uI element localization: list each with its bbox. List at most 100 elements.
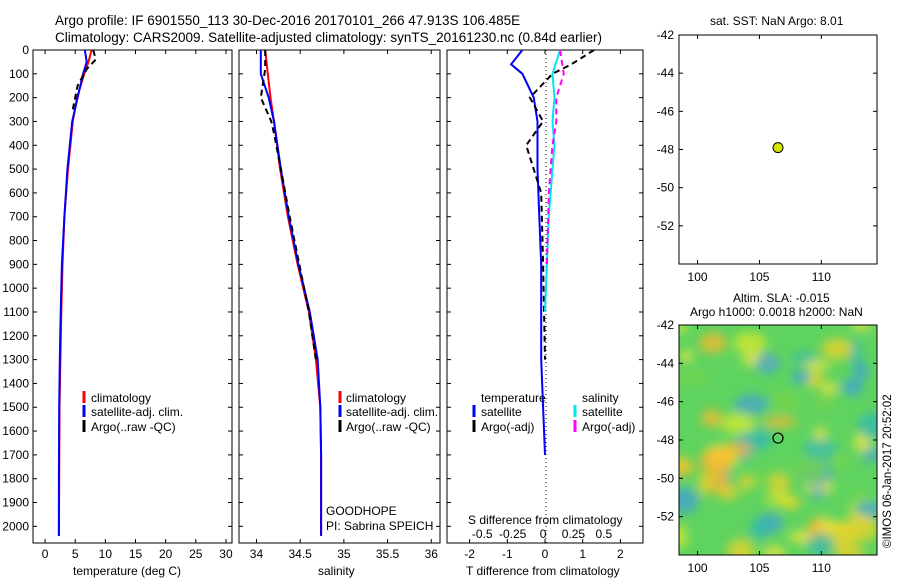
y-tick-label: 1300: [2, 353, 29, 367]
sla-title-line1: Altim. SLA: -0.015: [733, 291, 830, 305]
float-position-marker: [772, 142, 784, 154]
y-tick-label: 2000: [2, 519, 29, 533]
sla-heatmap: [679, 325, 877, 555]
map-y-tick-label: -48: [657, 143, 675, 157]
top-x-tick-label: 0: [540, 527, 547, 541]
map-y-tick-label: -52: [657, 219, 675, 233]
sla-blob: [850, 339, 863, 366]
difference-top-xlabel: S difference from climatology: [468, 513, 623, 527]
x-tick-label: 36: [425, 547, 439, 561]
legend-label-climatology: climatology: [346, 391, 406, 405]
y-tick-label: 900: [9, 257, 29, 271]
y-tick-label: 200: [9, 91, 29, 105]
temperature-panel: 0100200300400500600700800900100011001200…: [2, 43, 233, 578]
project-note: GOODHOPE: [326, 504, 397, 518]
sla-blob: [727, 538, 755, 555]
x-tick-label: 20: [159, 547, 173, 561]
sla-blob: [679, 525, 688, 549]
top-x-tick-label: 0.5: [595, 527, 612, 541]
y-tick-label: 1900: [2, 496, 29, 510]
y-tick-label: 600: [9, 186, 29, 200]
sla-blob: [701, 409, 723, 428]
sla-blob: [679, 371, 709, 385]
salinity-axes-frame: [238, 49, 441, 544]
map-x-tick-label: 110: [812, 270, 831, 284]
x-tick-label: -1: [502, 547, 513, 561]
sla-blob: [810, 488, 826, 500]
map-y-tick-label: -50: [657, 181, 675, 195]
top-x-tick-label: 0.25: [562, 527, 586, 541]
sst-map-panel: sat. SST: NaN Argo: 8.01 -42 -44 -46 -48 -50…: [657, 14, 878, 284]
sla-blob: [733, 331, 767, 355]
sla-blob: [857, 412, 877, 440]
sla-blob: [791, 369, 810, 384]
map-y-tick-label: -46: [657, 104, 675, 118]
map-y-tick-label: -52: [657, 510, 675, 524]
sla-title-line2: Argo h1000: 0.0018 h2000: NaN: [690, 305, 863, 319]
legend-label-argo-sal: Argo(-adj): [582, 420, 635, 434]
sla-blob: [763, 545, 786, 555]
sla-blob: [755, 353, 780, 374]
x-tick-label: 34: [250, 547, 264, 561]
map-y-tick-label: -42: [657, 28, 675, 42]
sla-blob: [679, 458, 690, 471]
y-tick-label: 100: [9, 67, 29, 81]
salinity-panel: 34 34.5 35 35.5 36 salinity climatology sate…: [238, 49, 441, 578]
series-line-satellite-salinity-: [544, 49, 562, 313]
y-tick-label: 1200: [2, 329, 29, 343]
temperature-xlabel: temperature (deg C): [73, 564, 181, 578]
map-y-tick-label: -46: [657, 395, 675, 409]
y-tick-label: 0: [22, 43, 29, 57]
x-tick-label: 15: [129, 547, 143, 561]
x-tick-label: 1: [579, 547, 586, 561]
x-tick-label: 10: [99, 547, 113, 561]
series-line-argo-raw-qc-: [71, 49, 97, 110]
x-tick-label: 0: [542, 547, 549, 561]
x-tick-label: 0: [42, 547, 49, 561]
y-tick-label: 1400: [2, 376, 29, 390]
series-line-satellite-adj-clim-: [57, 49, 88, 536]
series-line-climatology: [57, 49, 93, 536]
sla-blob: [856, 501, 877, 518]
pi-note: PI: Sabrina SPEICH: [326, 519, 433, 533]
sst-title: sat. SST: NaN Argo: 8.01: [710, 14, 844, 28]
legend-label-argo-temp: Argo(-adj): [481, 420, 534, 434]
figure-title-line2: Climatology: CARS2009. Satellite-adjuste…: [55, 30, 602, 45]
map-x-tick-label: 105: [749, 270, 769, 284]
y-tick-label: 1700: [2, 448, 29, 462]
salinity-legend: climatology satellite-adj. clim. Argo(..…: [338, 391, 438, 434]
imos-credit: ©IMOS 06-Jan-2017 20:52:02: [882, 394, 894, 548]
y-tick-label: 400: [9, 138, 29, 152]
y-tick-label: 1600: [2, 424, 29, 438]
sla-blob: [738, 474, 754, 490]
sla-blob: [794, 457, 828, 484]
difference-panel: -2 -1 0 1 2 -0.5 -0.25 0 0.25 0.5 S difference fr…: [446, 49, 644, 578]
temperature-axes-frame: [32, 49, 233, 544]
sla-blob: [768, 472, 790, 495]
sla-blob: [723, 442, 753, 458]
legend-label-satellite-sal: satellite: [582, 405, 623, 419]
salinity-xlabel: salinity: [318, 564, 355, 578]
sla-blob: [832, 453, 848, 470]
figure-title-line1: Argo profile: IF 6901550_113 30-Dec-2016…: [55, 13, 520, 28]
sla-blob: [679, 487, 699, 514]
legend-label-satellite-temp: satellite: [481, 405, 522, 419]
map-y-tick-label: -48: [657, 433, 675, 447]
series-line-argo-raw-qc-: [259, 50, 317, 360]
map-y-tick-label: -50: [657, 471, 675, 485]
top-x-tick-label: -0.25: [499, 527, 527, 541]
sla-blob: [820, 382, 839, 394]
y-tick-label: 800: [9, 234, 29, 248]
map-y-tick-label: -42: [657, 318, 675, 332]
sla-blob: [679, 325, 687, 334]
y-tick-label: 1500: [2, 400, 29, 414]
series-line-satellite-adj-clim-: [259, 50, 323, 536]
x-tick-label: 35: [337, 547, 351, 561]
legend-label-argo: Argo(..raw -QC): [91, 420, 176, 434]
difference-xlabel: T difference from climatology: [466, 564, 620, 578]
sla-map-panel: Altim. SLA: -0.015 Argo h1000: 0.0018 h2…: [657, 291, 878, 575]
sla-blob: [699, 448, 733, 473]
sla-blob: [762, 416, 797, 428]
sla-blob: [746, 427, 773, 451]
map-y-tick-label: -44: [657, 356, 675, 370]
